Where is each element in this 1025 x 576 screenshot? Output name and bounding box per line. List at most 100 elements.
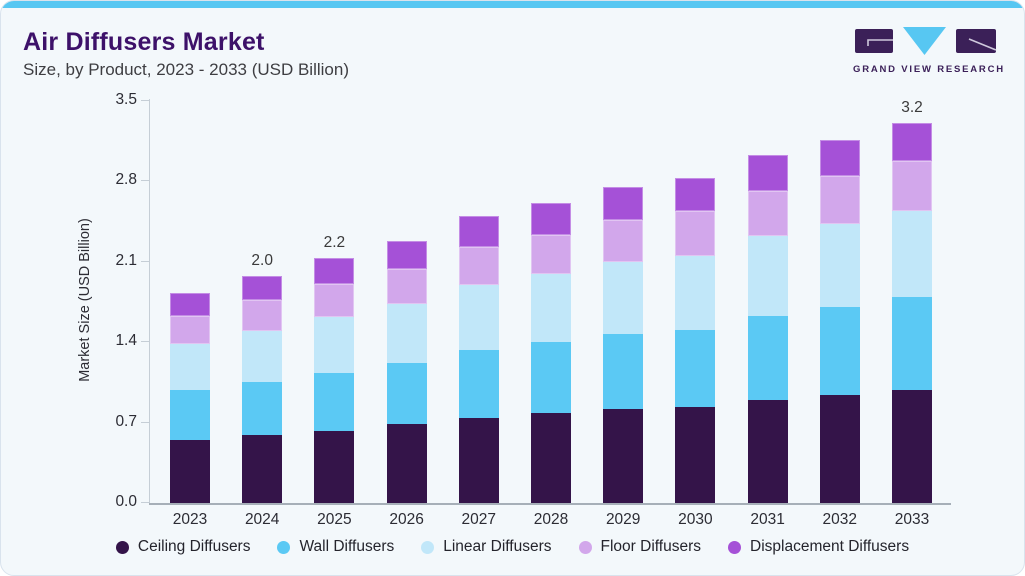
legend-label: Wall Diffusers: [299, 538, 395, 555]
bar-segment-linear-diffusers: [603, 261, 644, 335]
legend-item-linear-diffusers: Linear Diffusers: [421, 538, 552, 556]
bar-segment-wall-diffusers: [242, 382, 283, 436]
bar-segment-floor-diffusers: [170, 315, 210, 345]
x-tick-label-2030: 2030: [678, 511, 713, 528]
bar-2028: [531, 203, 571, 503]
bar-segment-linear-diffusers: [458, 284, 499, 351]
bar-segment-displacement-diffusers: [242, 275, 283, 300]
y-tick-mark: [141, 260, 149, 262]
bar-segment-linear-diffusers: [531, 274, 571, 343]
bar-segment-displacement-diffusers: [819, 140, 860, 176]
legend-color-dot: [277, 540, 291, 554]
bar-segment-linear-diffusers: [892, 211, 932, 298]
bar-segment-floor-diffusers: [603, 220, 644, 262]
bar-segment-floor-diffusers: [892, 160, 932, 212]
bar-2031: [747, 155, 788, 503]
bar-segment-wall-diffusers: [531, 342, 571, 414]
bar-segment-displacement-diffusers: [892, 122, 932, 161]
chart-legend: Ceiling Diffusers Wall Diffusers Linear Di…: [1, 538, 1024, 556]
y-tick-mark: [141, 180, 149, 182]
page-title: Air Diffusers Market: [23, 28, 265, 56]
bar-segment-ceiling-diffusers: [603, 408, 644, 503]
legend-label: Ceiling Diffusers: [137, 538, 251, 555]
legend-color-dot: [578, 540, 592, 554]
logo-wordmark: GRAND VIEW RESEARCH: [853, 64, 1005, 75]
bar-segment-ceiling-diffusers: [170, 439, 210, 503]
bar-segment-linear-diffusers: [675, 256, 716, 330]
y-tick-label: 0.7: [115, 412, 137, 430]
bar-segment-linear-diffusers: [819, 223, 860, 307]
bar-value-label-2025: 2.2: [323, 234, 346, 252]
bar-segment-wall-diffusers: [170, 390, 210, 440]
bar-segment-displacement-diffusers: [386, 241, 427, 269]
bar-value-label-2024: 2.0: [251, 251, 273, 269]
x-tick-label-2025: 2025: [317, 511, 352, 528]
x-tick-label-2027: 2027: [461, 511, 497, 528]
legend-item-wall-diffusers: Wall Diffusers: [277, 538, 394, 556]
bar-segment-linear-diffusers: [170, 344, 210, 391]
x-tick-label-2029: 2029: [605, 511, 641, 528]
bar-segment-wall-diffusers: [747, 315, 788, 400]
page-subtitle: Size, by Product, 2023 - 2033 (USD Billi…: [23, 60, 349, 79]
bar-2032: [819, 140, 860, 503]
bar-2030: [675, 178, 716, 503]
legend-item-displacement-diffusers: Displacement Diffusers: [728, 538, 909, 556]
y-tick-mark: [141, 341, 149, 343]
bar-segment-displacement-diffusers: [314, 258, 355, 284]
bar-segment-floor-diffusers: [531, 235, 571, 275]
bar-2027: [458, 215, 499, 503]
y-tick-label: 2.1: [115, 251, 137, 269]
bar-segment-ceiling-diffusers: [819, 394, 860, 503]
legend-label: Displacement Diffusers: [750, 538, 910, 555]
x-tick-label-2028: 2028: [533, 511, 569, 528]
y-tick-label: 1.4: [115, 332, 137, 350]
bar-2029: [603, 187, 644, 503]
bar-segment-displacement-diffusers: [675, 178, 716, 212]
bar-segment-floor-diffusers: [458, 246, 499, 285]
bar-segment-ceiling-diffusers: [242, 435, 283, 503]
bar-segment-floor-diffusers: [819, 175, 860, 224]
bar-segment-floor-diffusers: [314, 283, 355, 317]
top-accent-bar: [1, 1, 1024, 8]
y-tick-label: 2.8: [115, 171, 137, 189]
y-tick-label: 0.0: [115, 493, 137, 510]
x-tick-label-2023: 2023: [172, 511, 208, 528]
legend-color-dot: [115, 540, 129, 554]
bar-segment-ceiling-diffusers: [458, 418, 499, 503]
x-tick-label-2024: 2024: [244, 511, 280, 528]
y-tick-label: 3.5: [115, 91, 137, 108]
bar-value-label-2033: 3.2: [901, 98, 923, 116]
bar-segment-displacement-diffusers: [603, 187, 644, 221]
bar-2024: [242, 275, 283, 503]
bar-segment-ceiling-diffusers: [892, 390, 932, 503]
bar-segment-displacement-diffusers: [458, 215, 499, 247]
bar-segment-floor-diffusers: [242, 299, 283, 331]
bar-segment-ceiling-diffusers: [386, 423, 427, 503]
legend-label: Floor Diffusers: [600, 538, 702, 555]
legend-color-dot: [728, 540, 741, 554]
bar-2025: [314, 258, 355, 503]
bar-segment-wall-diffusers: [314, 373, 355, 431]
y-tick-mark: [141, 100, 149, 101]
x-axis-line: [149, 503, 951, 505]
bar-2023: [170, 292, 210, 503]
bar-segment-wall-diffusers: [603, 334, 644, 409]
bar-segment-ceiling-diffusers: [675, 406, 716, 503]
grand-view-research-logo: GRAND VIEW RESEARCH: [853, 26, 1005, 75]
bar-segment-floor-diffusers: [386, 268, 427, 305]
y-axis-line: [149, 99, 150, 503]
bar-segment-floor-diffusers: [675, 211, 716, 257]
x-tick-label-2026: 2026: [389, 511, 424, 528]
bar-segment-floor-diffusers: [747, 190, 788, 237]
bar-segment-wall-diffusers: [458, 350, 499, 419]
bar-segment-wall-diffusers: [675, 329, 716, 407]
bar-segment-wall-diffusers: [892, 297, 932, 391]
y-tick-mark: [141, 421, 149, 423]
legend-label: Linear Diffusers: [443, 538, 552, 555]
bar-segment-linear-diffusers: [386, 304, 427, 363]
gvr-logo-icon: [855, 27, 997, 55]
legend-color-dot: [421, 540, 435, 554]
bar-segment-ceiling-diffusers: [531, 413, 571, 503]
y-axis-title: Market Size (USD Billion): [77, 218, 93, 382]
bar-segment-linear-diffusers: [242, 330, 283, 383]
